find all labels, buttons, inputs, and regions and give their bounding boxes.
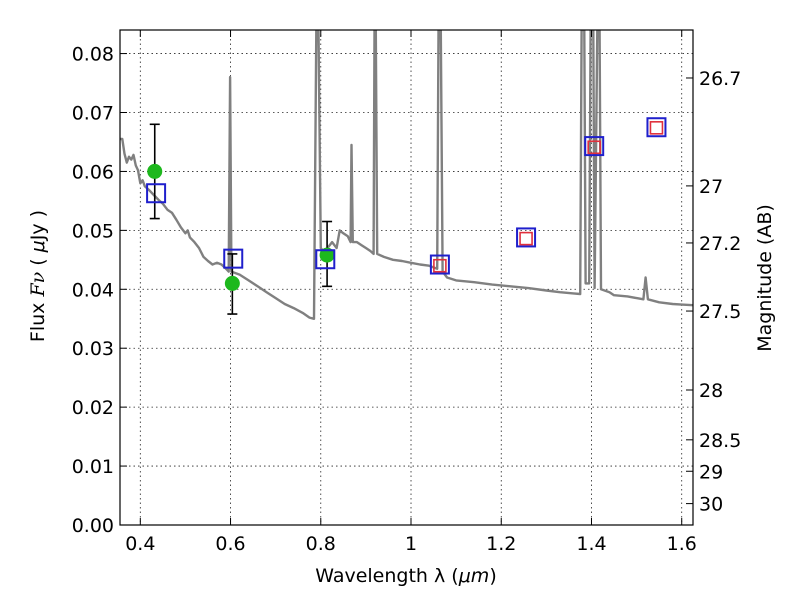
observed-point [224, 275, 240, 291]
x-tick-label: 0.4 [125, 533, 155, 555]
predicted-photometry-square [433, 258, 447, 273]
predicted-photometry-square [649, 121, 664, 135]
axis-ticks: 0.4 0.6 0.8 1 1.2 1.4 1.6 0.00 0.01 0.02 0.03 0.04 0… [72, 30, 741, 555]
mag-tick-label: 28 [699, 380, 723, 402]
x-tick-label: 1.2 [486, 533, 516, 555]
y-tick-label: 0.00 [72, 515, 114, 537]
mag-tick-label: 29 [699, 461, 723, 483]
x-tick-label: 1 [405, 533, 417, 555]
y-tick-label: 0.07 [72, 103, 114, 125]
model-photometry-square [646, 117, 667, 138]
observed-point [319, 247, 335, 263]
mag-tick-label: 27.2 [699, 233, 741, 255]
y-tick-label: 0.03 [72, 338, 114, 360]
model-photometry-square [584, 136, 605, 157]
y-axis-right-label: Magnitude (AB) [754, 204, 776, 352]
model-photometry-square [516, 227, 537, 248]
mag-tick-label: 26.7 [699, 68, 741, 90]
model-photometry-square [315, 249, 336, 270]
mag-tick-label: 27 [699, 176, 723, 198]
model-photometry-square [429, 254, 450, 275]
mag-tick-label: 28.5 [699, 430, 741, 452]
x-axis-label: Wavelength λ (μm) [315, 565, 496, 587]
mag-tick-label: 27.5 [699, 301, 741, 323]
plot-area [120, 30, 693, 320]
y-tick-label: 0.05 [72, 220, 114, 242]
spectrum-line [120, 30, 693, 320]
y-tick-label: 0.02 [72, 397, 114, 419]
observed-point [147, 163, 163, 179]
plot-frame [119, 29, 694, 526]
x-tick-label: 0.8 [306, 533, 336, 555]
model-photometry-square [223, 248, 244, 269]
x-tick-label: 1.6 [667, 533, 697, 555]
predicted-photometry-square [587, 140, 601, 155]
y-axis-label: Flux Fν( μJy ) [27, 210, 49, 342]
mag-tick-label: 30 [699, 494, 723, 516]
x-tick-label: 0.6 [215, 533, 245, 555]
y-tick-label: 0.06 [72, 161, 114, 183]
predicted-photometry-square [519, 231, 533, 246]
y-tick-label: 0.01 [72, 456, 114, 478]
y-tick-label: 0.08 [72, 44, 114, 66]
y-tick-label: 0.04 [72, 279, 114, 301]
model-photometry-square [146, 183, 167, 204]
x-tick-label: 1.4 [576, 533, 606, 555]
